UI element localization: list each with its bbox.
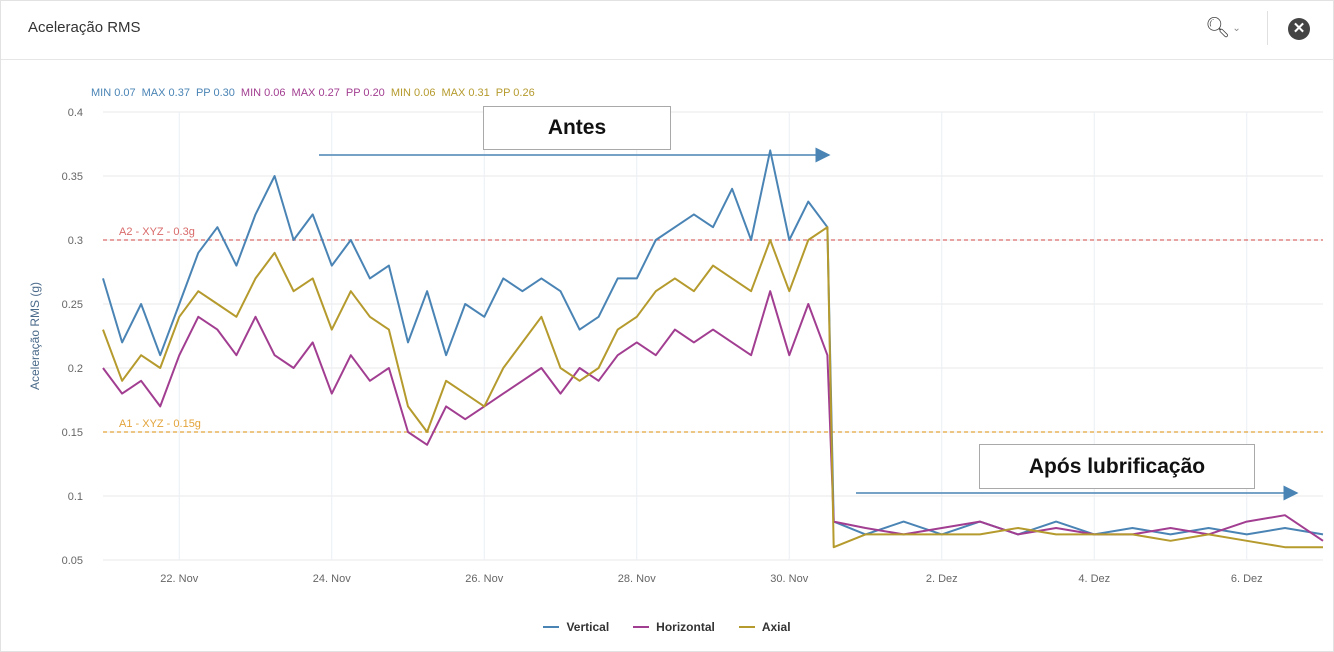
annotation-after: Após lubrificação xyxy=(979,444,1255,489)
stat-6: MIN 0.06 xyxy=(390,87,436,99)
x-tick-label: 30. Nov xyxy=(770,573,808,585)
threshold-label: A1 - XYZ - 0.15g xyxy=(119,418,201,430)
x-tick-label: 4. Dez xyxy=(1078,573,1110,585)
y-axis-label: Aceleração RMS (g) xyxy=(28,282,42,390)
legend-label: Horizontal xyxy=(656,620,715,634)
card-header: Aceleração RMS 🔍︎ ⌄ ✕ xyxy=(1,1,1333,60)
legend-item-vertical[interactable]: Vertical xyxy=(543,620,609,634)
header-divider xyxy=(1267,11,1268,45)
y-tick-label: 0.15 xyxy=(62,427,83,439)
stat-4: MAX 0.27 xyxy=(291,87,340,99)
y-tick-label: 0.1 xyxy=(68,491,83,503)
stats-bar: MIN 0.07 MAX 0.37 PP 0.30 MIN 0.06 MAX 0.27 P… xyxy=(91,87,541,99)
series-line-horizontal xyxy=(102,290,1324,542)
x-tick-label: 26. Nov xyxy=(465,573,503,585)
legend-label: Vertical xyxy=(566,620,610,634)
annotation-before: Antes xyxy=(483,106,671,150)
annotation-after-label: Após lubrificação xyxy=(1028,454,1206,478)
y-tick-label: 0.4 xyxy=(68,107,83,119)
chevron-down-icon[interactable]: ⌄ xyxy=(1232,23,1241,35)
stat-8: PP 0.26 xyxy=(495,87,535,99)
legend-swatch xyxy=(738,626,755,628)
legend-swatch xyxy=(633,626,650,628)
x-tick-label: 22. Nov xyxy=(160,573,198,585)
stat-0: MIN 0.07 xyxy=(91,87,136,99)
stat-3: MIN 0.06 xyxy=(240,87,286,99)
y-tick-label: 0.2 xyxy=(68,363,83,375)
threshold-label: A2 - XYZ - 0.3g xyxy=(119,226,195,238)
y-tick-label: 0.05 xyxy=(62,555,83,567)
legend-item-axial[interactable]: Axial xyxy=(738,620,791,634)
series-line-axial xyxy=(102,226,1323,549)
chart-legend: Vertical Horizontal Axial xyxy=(1,617,1333,634)
legend-item-horizontal[interactable]: Horizontal xyxy=(633,620,715,634)
stat-5: PP 0.20 xyxy=(345,87,385,99)
x-tick-label: 2. Dez xyxy=(926,573,958,585)
y-tick-label: 0.3 xyxy=(68,235,83,247)
stat-2: PP 0.30 xyxy=(195,87,235,99)
x-tick-label: 28. Nov xyxy=(618,573,656,585)
x-tick-label: 24. Nov xyxy=(313,573,351,585)
y-tick-label: 0.25 xyxy=(62,299,83,311)
x-tick-label: 6. Dez xyxy=(1231,573,1263,585)
stat-7: MAX 0.31 xyxy=(441,87,490,99)
close-icon[interactable]: ✕ xyxy=(1288,18,1310,40)
legend-label: Axial xyxy=(761,620,791,634)
legend-swatch xyxy=(543,626,560,628)
y-tick-label: 0.35 xyxy=(62,171,83,183)
card-title: Aceleração RMS xyxy=(28,19,141,36)
search-icon[interactable]: 🔍︎ ⌄ xyxy=(1205,17,1241,39)
stat-1: MAX 0.37 xyxy=(141,87,190,99)
annotation-before-label: Antes xyxy=(547,116,607,139)
